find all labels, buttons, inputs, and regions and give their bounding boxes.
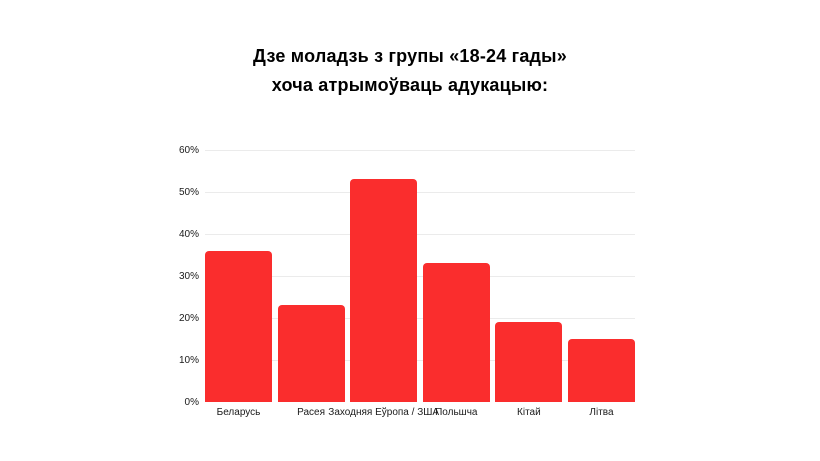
x-tick-label-Літва: Літва [589,407,614,418]
gridline-20% [205,318,635,319]
plot-area: 0% 10% 20% 30% 40% 50% 60% Беларусь Расея Заходня… [179,145,635,418]
x-tick-label-Кітай: Кітай [517,407,541,418]
bar-Кітай [495,322,563,402]
y-tick-label-20%: 20% [178,313,199,324]
chart-title: Дзе моладзь з групы «18-24 гады» хоча ат… [0,42,820,100]
gridline-10% [205,360,635,361]
y-tick-label-40%: 40% [178,229,199,240]
y-tick-label-0%: 0% [184,397,199,408]
bar-Расея [277,305,345,402]
x-tick-label-Расея: Расея [297,407,326,418]
gridline-60% [205,150,635,151]
x-tick-label-Беларусь: Беларусь [216,407,261,418]
bar-Беларусь [205,250,272,402]
y-tick-label-10%: 10% [178,355,199,366]
chart-title-line1: Дзе моладзь з групы «18-24 гады» [253,46,567,66]
y-tick-label-60%: 60% [178,145,199,156]
gridline-30% [205,276,635,277]
bar-Заходняя Еўропа / ЗША [350,179,418,402]
y-tick-label-50%: 50% [178,187,199,198]
bar-Польшча [422,263,490,402]
y-tick-label-30%: 30% [178,271,199,282]
x-tick-label-Заходняя Еўропа / ЗША: Заходняя Еўропа / ЗША [328,407,440,418]
gridline-50% [205,192,635,193]
chart-title-line2: хоча атрымоўваць адукацыю: [271,75,549,95]
gridline-40% [205,234,635,235]
bar-Літва [568,339,635,402]
x-tick-label-Польшча: Польшча [435,407,478,418]
